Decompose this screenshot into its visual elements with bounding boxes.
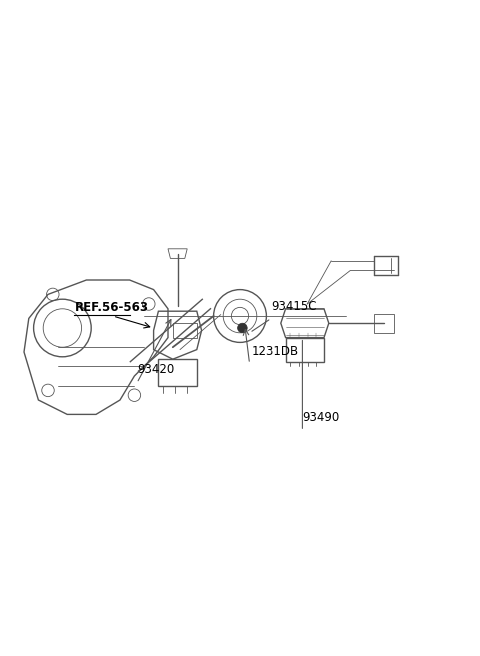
Text: 93420: 93420 xyxy=(137,363,174,376)
Text: 93490: 93490 xyxy=(302,411,340,424)
Text: 1231DB: 1231DB xyxy=(252,345,299,358)
Circle shape xyxy=(238,323,247,333)
Text: 93415C: 93415C xyxy=(271,300,317,313)
Text: REF.56-563: REF.56-563 xyxy=(74,300,148,314)
